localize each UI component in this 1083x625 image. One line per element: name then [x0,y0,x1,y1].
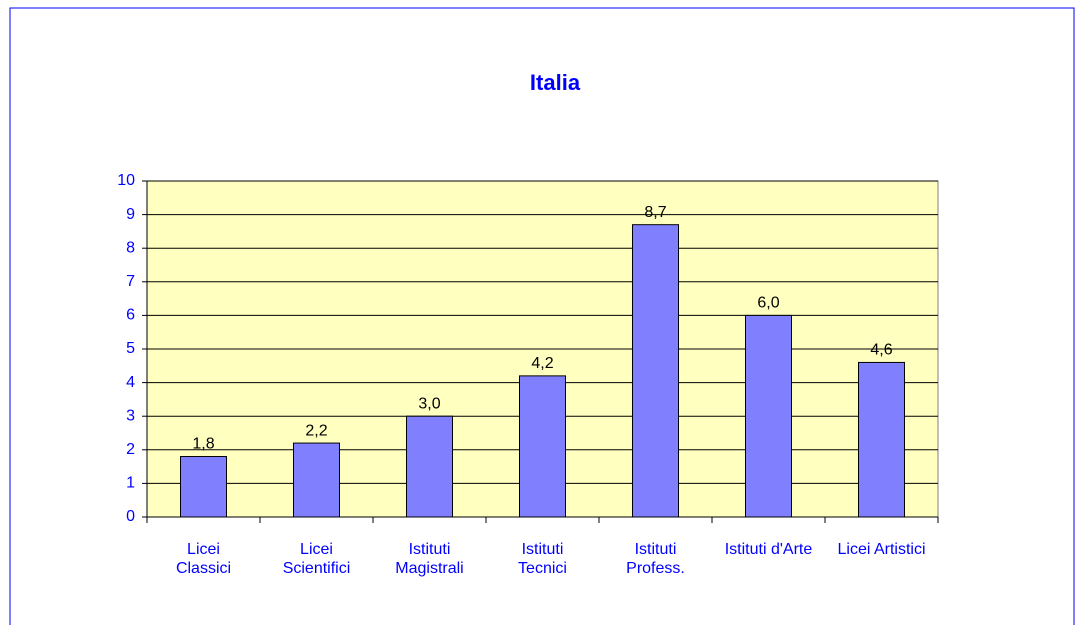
y-tick-label: 2 [126,441,135,458]
y-tick-label: 5 [126,340,135,357]
x-tick-label: Istituti Magistrali [395,541,464,577]
bar [180,456,227,518]
value-label: 2,2 [305,422,327,439]
chart-title: Italia [530,70,581,95]
bar [519,375,566,518]
x-tick-label: Licei Classici [175,541,232,577]
y-tick-label: 10 [117,172,135,189]
y-tick-label: 0 [126,508,135,525]
y-tick-label: 3 [126,407,135,424]
value-label: 3,0 [418,395,440,412]
value-label: 8,7 [644,204,666,221]
value-label: 4,6 [870,342,892,359]
bar [293,442,340,518]
x-tick-label: Licei Artistici [837,541,926,558]
value-label: 1,8 [192,436,214,453]
x-tick-label: Istituti Tecnici [518,541,567,577]
y-tick-label: 1 [126,475,135,492]
y-tick-label: 9 [126,206,135,223]
y-tick-label: 8 [126,239,135,256]
x-tick-label: Istituti d'Arte [724,541,813,558]
x-tick-label: Istituti Profess. [626,541,685,577]
bar [745,314,792,518]
bar [632,224,679,518]
x-tick-label: Licei Scientifici [282,541,351,577]
bar [406,415,453,518]
y-tick-label: 4 [126,374,135,391]
value-label: 6,0 [757,295,779,312]
y-tick-label: 7 [126,273,135,290]
value-label: 4,2 [531,355,553,372]
bar [858,361,905,518]
y-tick-label: 6 [126,307,135,324]
